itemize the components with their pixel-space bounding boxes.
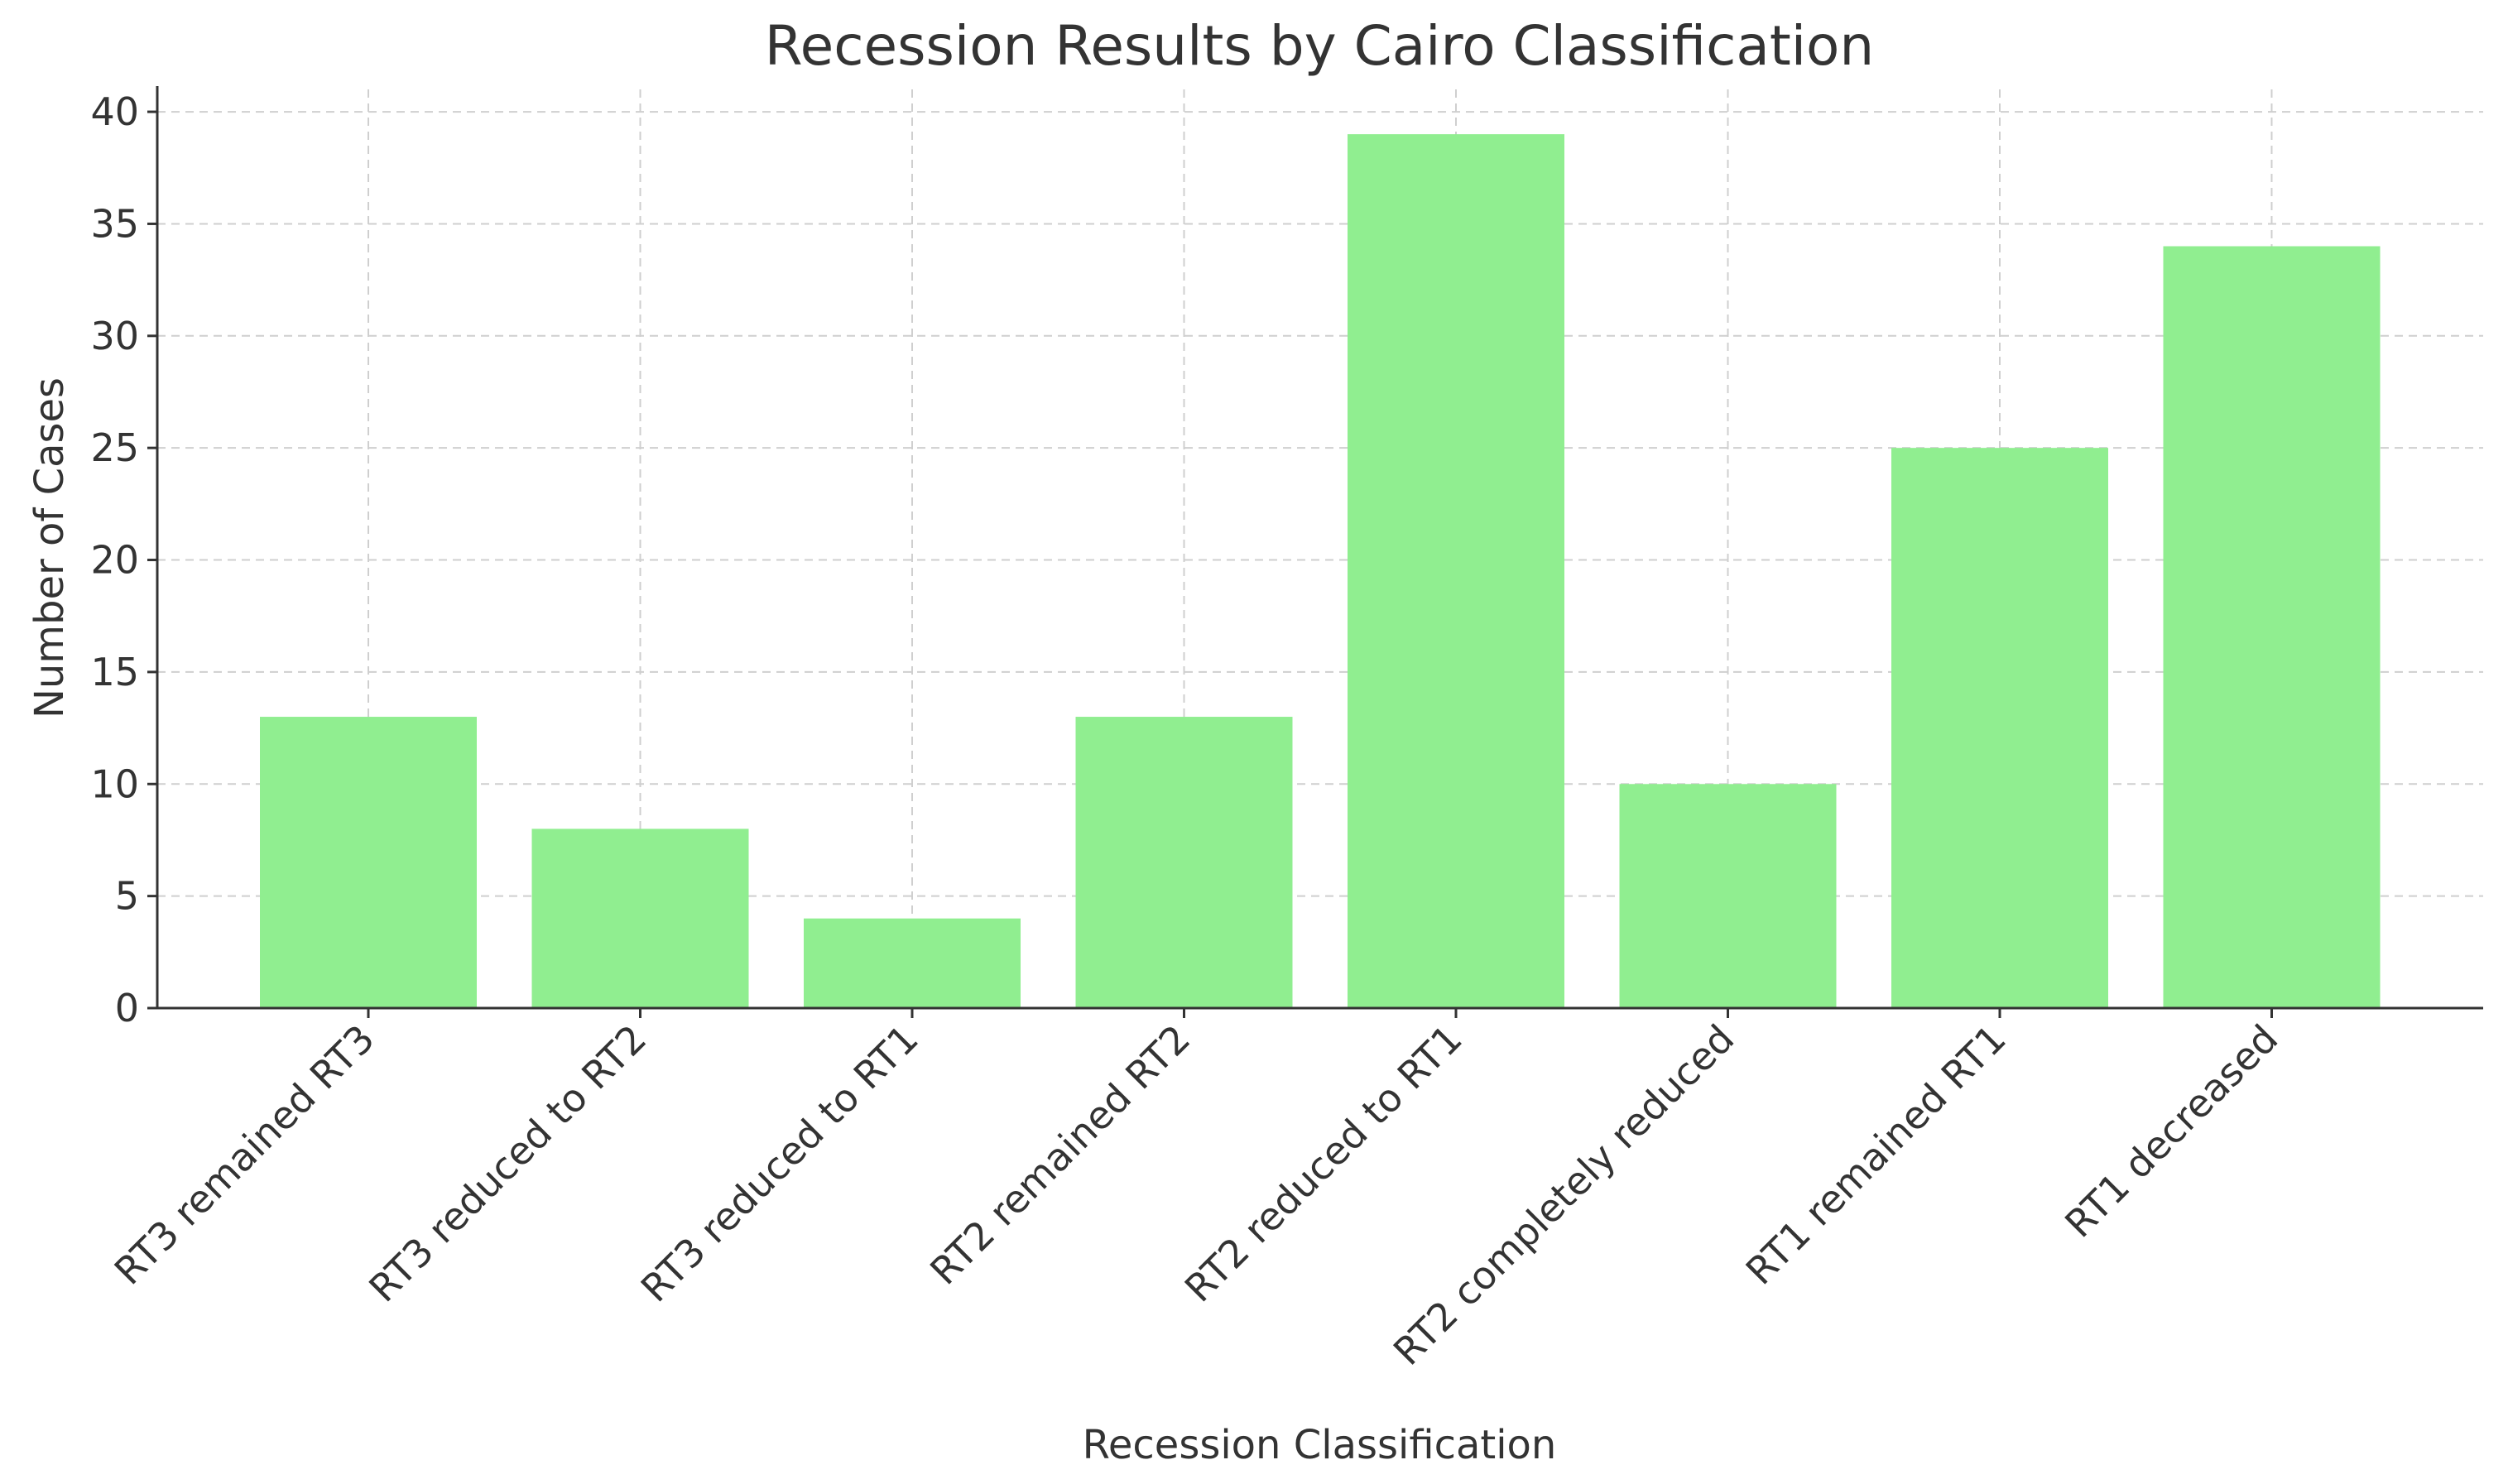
axes-layer [147, 86, 2483, 1018]
y-tick-label: 15 [90, 650, 139, 694]
x-axis-label: Recession Classification [1083, 1422, 1557, 1468]
y-tick-label: 30 [90, 314, 139, 358]
x-tick-label: RT1 decreased [2056, 1016, 2286, 1246]
bar [1075, 717, 1293, 1008]
bar [2163, 246, 2381, 1008]
y-tick-label: 20 [90, 538, 139, 583]
y-tick-label: 25 [90, 425, 139, 470]
bars-layer [260, 134, 2381, 1008]
x-tick-label: RT1 remained RT1 [1737, 1016, 2015, 1294]
grid-layer [157, 89, 2483, 1009]
y-tick-label: 10 [90, 761, 139, 806]
x-tick-label: RT2 reduced to RT1 [1176, 1016, 1471, 1311]
bar [1348, 134, 1564, 1008]
bar [804, 918, 1021, 1008]
x-tick-label: RT3 remained RT3 [106, 1016, 383, 1294]
x-tick-label: RT2 remained RT2 [921, 1016, 1199, 1294]
bar [1891, 448, 2108, 1008]
y-tick-label: 0 [115, 986, 139, 1030]
y-axis-label: Number of Cases [26, 377, 73, 718]
chart-title: Recession Results by Cairo Classificatio… [765, 14, 1875, 78]
y-tick-label: 40 [90, 89, 139, 134]
bar [260, 717, 477, 1008]
bar [1619, 784, 1837, 1008]
y-tick-label: 35 [90, 201, 139, 246]
y-tick-label: 5 [115, 874, 139, 919]
x-tick-label: RT3 reduced to RT2 [360, 1016, 655, 1311]
bar [531, 828, 749, 1008]
y-tick-labels: 0 5 10 15 20 25 30 35 40 [90, 89, 139, 1030]
x-tick-label: RT3 reduced to RT1 [632, 1016, 927, 1311]
